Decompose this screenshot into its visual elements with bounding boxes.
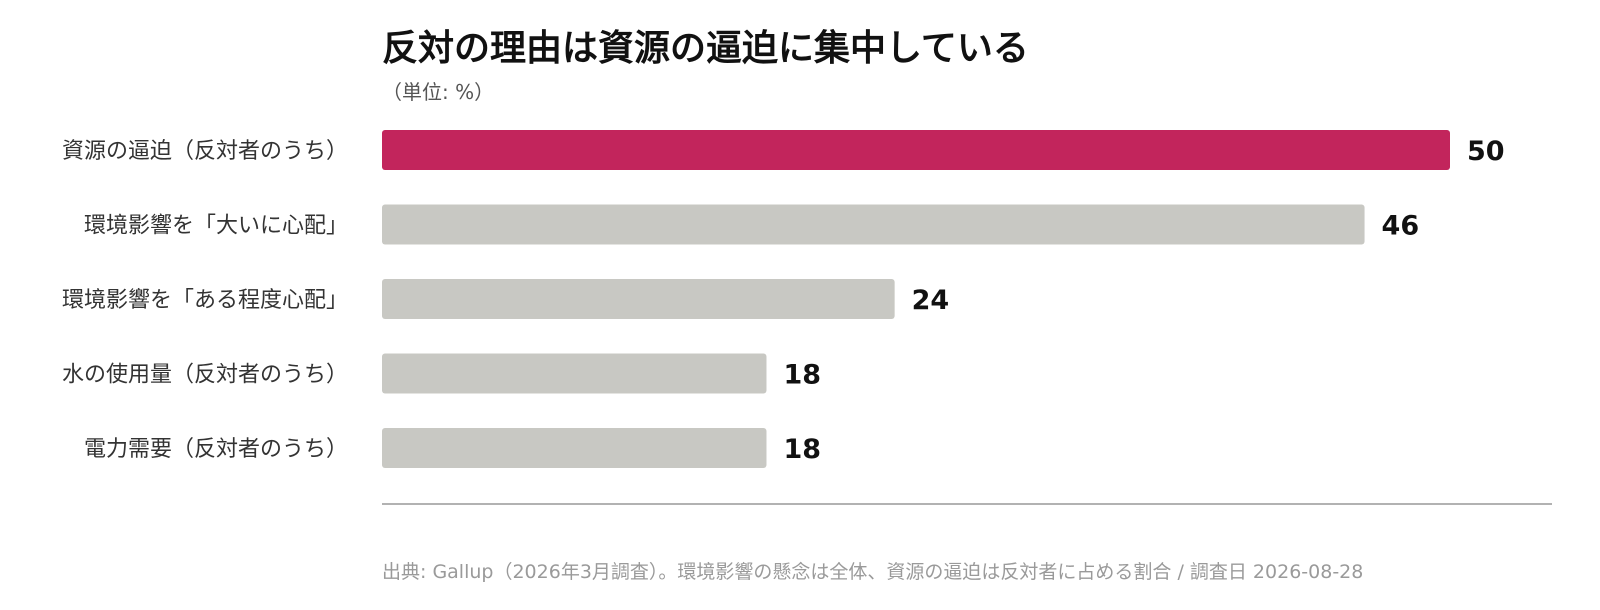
bar [382,428,767,468]
category-label: 資源の逼迫（反対者のうち） [62,139,348,164]
value-label: 18 [783,434,821,465]
category-label: 環境影響を「ある程度心配」 [62,288,348,313]
chart-title: 反対の理由は資源の逼迫に集中している [382,28,1029,69]
bar-highlighted [382,130,1450,170]
category-label: 水の使用量（反対者のうち） [62,363,348,388]
source-note: 出典: Gallup（2026年3月調査）。環境影響の懸念は全体、資源の逼迫は反… [382,560,1363,583]
value-label: 18 [783,360,821,391]
bars-group: 資源の逼迫（反対者のうち） 50 環境影響を「大いに心配」 46 環境影響を「ある程度心… [62,130,1505,468]
bar [382,204,1365,245]
value-label: 50 [1467,136,1505,167]
value-label: 46 [1382,211,1420,242]
chart-subtitle: （単位: %） [382,80,494,104]
category-label: 環境影響を「大いに心配」 [84,214,348,239]
bar [382,353,767,394]
category-label: 電力需要（反対者のうち） [84,437,348,462]
value-label: 24 [912,285,950,316]
bar [382,279,895,319]
